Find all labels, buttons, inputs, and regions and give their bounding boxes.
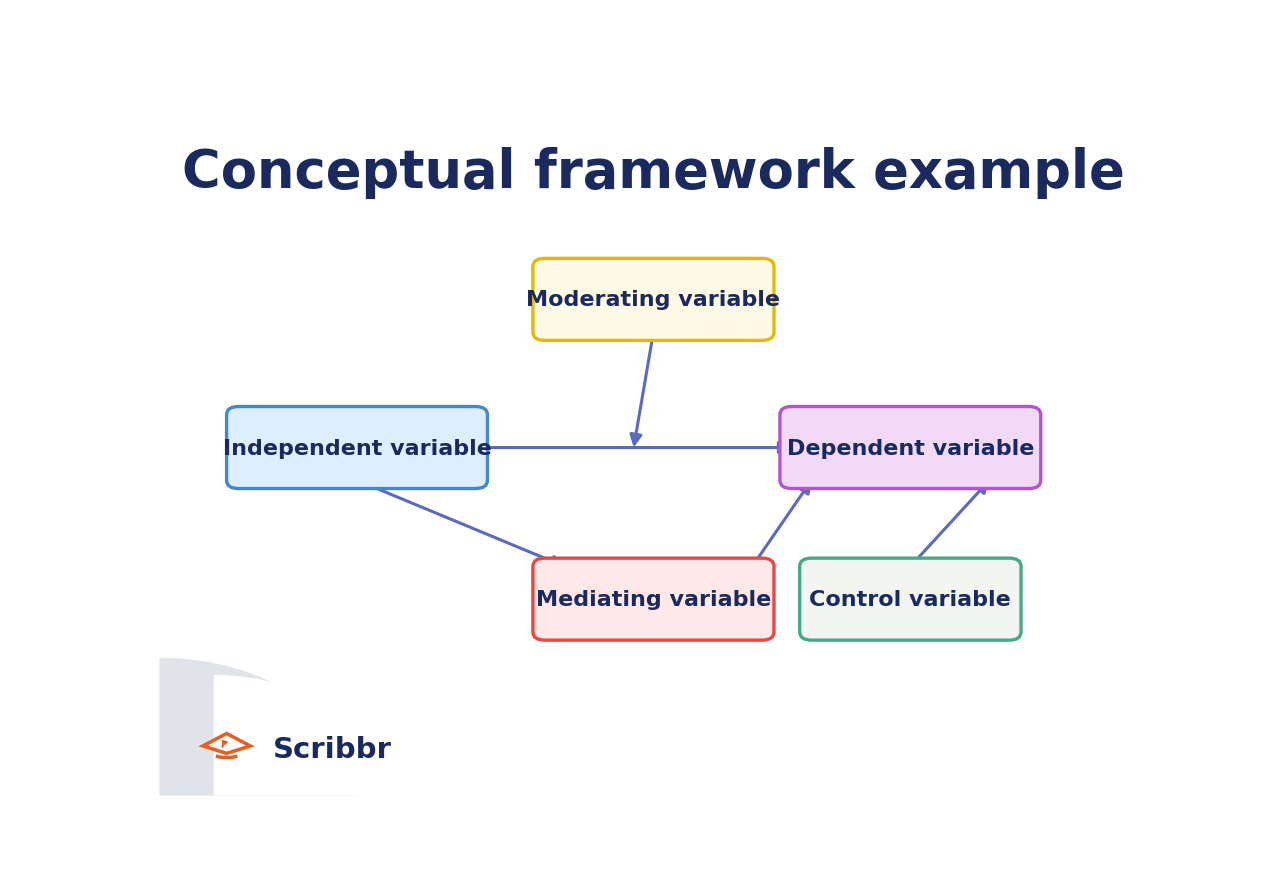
FancyBboxPatch shape <box>227 407 487 489</box>
Text: Scribbr: Scribbr <box>273 735 391 763</box>
Text: Conceptual framework example: Conceptual framework example <box>182 147 1125 198</box>
Text: Control variable: Control variable <box>810 589 1011 610</box>
Wedge shape <box>214 675 386 796</box>
Text: Dependent variable: Dependent variable <box>787 438 1034 458</box>
Wedge shape <box>159 658 357 796</box>
FancyBboxPatch shape <box>533 559 774 640</box>
Text: Moderating variable: Moderating variable <box>527 290 780 310</box>
Text: Independent variable: Independent variable <box>223 438 491 458</box>
FancyBboxPatch shape <box>780 407 1040 489</box>
FancyBboxPatch shape <box>533 259 774 341</box>
Text: Mediating variable: Mediating variable <box>536 589 771 610</box>
FancyBboxPatch shape <box>799 559 1021 640</box>
